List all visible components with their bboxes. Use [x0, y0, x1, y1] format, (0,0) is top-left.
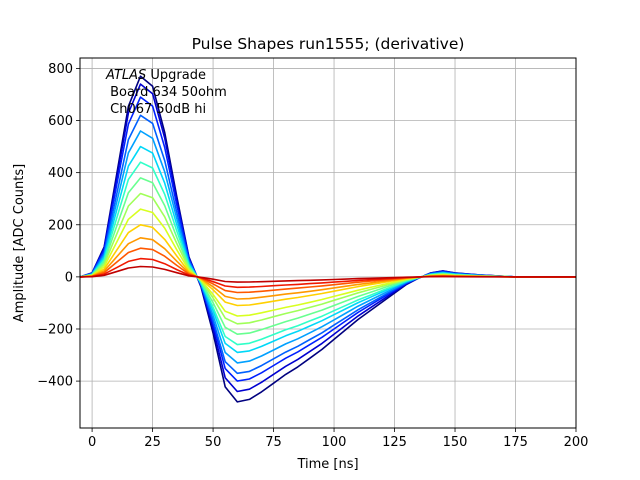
x-tick-label: 200 — [564, 435, 589, 450]
plot-series — [79, 75, 576, 403]
chart-title: Pulse Shapes run1555; (derivative) — [192, 35, 465, 53]
annotation-line-2: Board 634 50ohm — [106, 85, 227, 100]
x-tick-label: 100 — [322, 435, 347, 450]
grid — [80, 58, 577, 428]
x-tick-label: 175 — [503, 435, 528, 450]
x-tick-label: 150 — [443, 435, 468, 450]
y-tick-label: 800 — [48, 62, 73, 77]
x-tick-label: 50 — [205, 435, 222, 450]
pulse-series-line-15 — [79, 265, 576, 283]
axis-ticks: 0 25 50 75 100 125 150 175 200 −400 −200 0 200 400 600… — [37, 62, 588, 450]
annotation-atlas: ATLAS — [105, 68, 146, 83]
y-tick-label: −400 — [37, 375, 73, 390]
x-tick-label: 25 — [144, 435, 161, 450]
annotation-line-1: ATLAS Upgrade — [105, 68, 206, 83]
x-tick-label: 75 — [265, 435, 282, 450]
plot-frame — [79, 57, 577, 429]
y-tick-label: −200 — [37, 322, 73, 337]
annotation-line-3: Ch067 50dB hi — [106, 102, 206, 117]
y-axis-label: Amplitude [ADC Counts] — [12, 164, 27, 322]
annotation-upgrade: Upgrade — [146, 68, 206, 83]
y-tick-label: 0 — [65, 270, 73, 285]
x-axis-label: Time [ns] — [296, 457, 358, 472]
y-tick-label: 400 — [48, 166, 73, 181]
x-tick-label: 0 — [88, 435, 96, 450]
y-tick-label: 600 — [48, 114, 73, 129]
y-tick-label: 200 — [48, 218, 73, 233]
x-tick-label: 125 — [382, 435, 407, 450]
atlas-annotation: ATLAS Upgrade Board 634 50ohm Ch067 50dB… — [105, 68, 227, 117]
